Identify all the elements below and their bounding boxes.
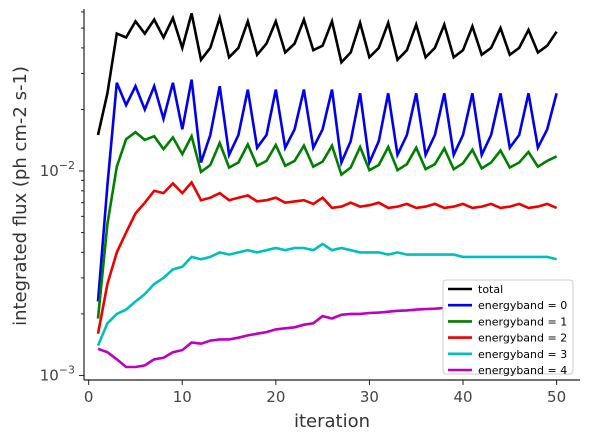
x-tick-label: 50 <box>547 388 566 406</box>
x-ticks: 0 10 20 30 40 50 <box>84 380 566 406</box>
legend-frame <box>442 279 574 375</box>
legend-entry: energyband = 3 <box>478 348 567 361</box>
series-line-2 <box>96 130 558 319</box>
series-line-3 <box>96 180 558 334</box>
legend-entry: energyband = 4 <box>478 364 567 377</box>
x-tick-label: 10 <box>173 388 192 406</box>
legend-entry: total <box>478 283 503 296</box>
plot-area <box>96 13 558 369</box>
x-tick-label: 30 <box>360 388 379 406</box>
x-axis-label: iteration <box>294 411 370 432</box>
legend-entry: energyband = 2 <box>478 332 567 345</box>
legend: total energyband = 0 energyband = 1 energyb… <box>442 279 574 377</box>
y-axis-label: integrated flux (ph cm-2 s-1) <box>10 66 31 326</box>
series-line-0 <box>96 13 558 136</box>
legend-entry: energyband = 1 <box>478 315 567 328</box>
y-tick-label: 10−2 <box>40 159 75 180</box>
x-tick-label: 40 <box>453 388 472 406</box>
y-ticks: 10−3 10−2 <box>40 11 84 384</box>
x-tick-label: 0 <box>84 388 94 406</box>
series-line-1 <box>96 79 558 302</box>
series-line-4 <box>96 242 557 347</box>
legend-entry: energyband = 0 <box>478 299 567 312</box>
x-tick-label: 20 <box>266 388 285 406</box>
axes <box>83 9 580 381</box>
y-tick-label: 10−3 <box>40 363 75 384</box>
